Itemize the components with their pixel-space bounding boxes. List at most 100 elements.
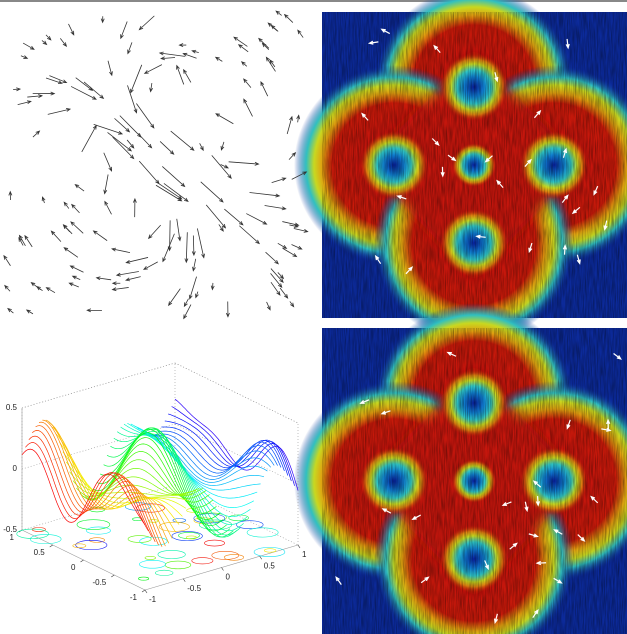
arrow [71, 86, 96, 99]
arrow [278, 243, 287, 248]
arrow [13, 88, 20, 91]
arrow [138, 134, 152, 148]
arrow [73, 276, 81, 279]
z-tick-label: 0.5 [6, 403, 18, 412]
x-tick-label: 1 [10, 533, 15, 542]
floor-contour [264, 549, 276, 553]
arrow [46, 288, 55, 293]
floor-contour [77, 520, 110, 530]
arrow [226, 302, 229, 317]
arrow [126, 257, 148, 263]
arrow [23, 43, 34, 49]
arrow [287, 117, 292, 134]
arrow [298, 30, 303, 37]
arrow [19, 238, 23, 246]
arrow [63, 225, 69, 232]
surface-line [25, 443, 148, 531]
floor-contour [224, 554, 243, 560]
y-tick-label: -1 [149, 595, 157, 604]
floor-contour [138, 577, 148, 580]
x-tick-label: 0.5 [34, 548, 46, 557]
arrow [9, 192, 12, 200]
arrow [292, 244, 302, 249]
arrow [101, 16, 104, 22]
arrow [150, 83, 153, 92]
arrow [49, 76, 66, 83]
arrow [105, 201, 112, 214]
arrow [179, 44, 186, 47]
arrow [112, 287, 128, 290]
arrow [184, 305, 191, 319]
arrow [161, 57, 175, 60]
arrow [64, 202, 69, 208]
arrow [27, 310, 33, 314]
tick-mark [50, 545, 53, 547]
surface-plot: -0.500.5-1-0.500.51-1-0.500.51 [3, 363, 307, 604]
arrow [126, 277, 141, 281]
floor-contour [172, 531, 203, 540]
arrow [246, 214, 266, 225]
arrow [97, 277, 112, 280]
arrow [266, 57, 275, 71]
arrow [163, 234, 175, 262]
arrow [271, 282, 280, 295]
tick-mark [145, 590, 147, 593]
arrow [128, 42, 132, 53]
arrow [261, 82, 268, 96]
arrow [136, 103, 153, 127]
surface-line [39, 422, 162, 547]
arrow [84, 82, 103, 98]
x-tick-label: -0.5 [92, 578, 106, 587]
arrow [206, 205, 225, 228]
surface-line [151, 435, 274, 476]
arrow [216, 57, 223, 61]
arrow [216, 114, 233, 124]
arrow [75, 185, 84, 191]
arrow [68, 24, 73, 35]
arrow [272, 178, 286, 183]
arrow [169, 289, 181, 306]
arrow [212, 155, 231, 178]
arrow [21, 56, 27, 59]
arrow [25, 236, 32, 247]
arrow [162, 166, 184, 186]
arrow [31, 283, 40, 290]
arrow [184, 299, 188, 307]
arrow [200, 143, 204, 150]
tick-mark [260, 556, 262, 559]
arrow [133, 199, 136, 217]
arrow [244, 79, 251, 88]
grid-line [175, 363, 298, 423]
arrow [280, 288, 288, 298]
lic-panel-top [294, 0, 627, 343]
arrow [64, 248, 78, 258]
arrow [104, 174, 108, 193]
floor-contour [145, 556, 156, 559]
lic-panel-bottom [294, 303, 627, 634]
z-tick-label: 0 [13, 464, 18, 473]
arrow [192, 259, 195, 271]
tick-mark [183, 579, 185, 582]
x-tick-label: 0 [71, 563, 76, 572]
arrow [239, 226, 259, 244]
arrow [229, 162, 259, 166]
arrow [131, 65, 142, 93]
floor-contour [158, 550, 185, 558]
arrow [157, 182, 182, 199]
arrow [71, 222, 83, 233]
arrow [160, 141, 174, 154]
arrow [139, 16, 154, 30]
arrow [104, 153, 112, 171]
arrow [197, 228, 204, 257]
y-tick-label: 1 [302, 550, 307, 559]
arrow [294, 228, 308, 232]
arrow [270, 60, 275, 67]
arrow [4, 256, 11, 266]
arrow [113, 282, 121, 285]
arrow [268, 23, 277, 31]
tick-mark [142, 590, 145, 592]
arrow [60, 38, 66, 46]
arrow [108, 61, 112, 75]
arrow [117, 271, 139, 276]
floor-contour [212, 551, 239, 559]
